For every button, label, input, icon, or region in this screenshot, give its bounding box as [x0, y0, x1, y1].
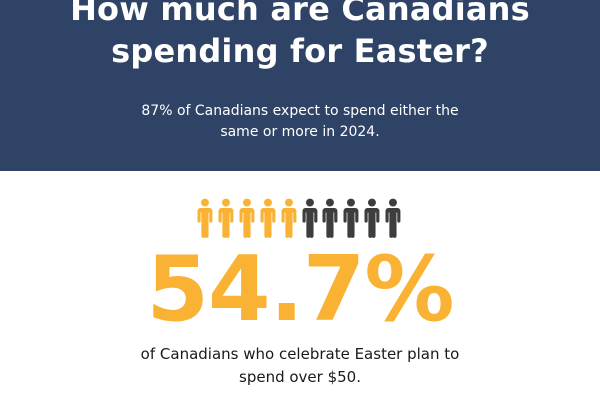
- person-icon: [218, 198, 234, 238]
- people-icon-row: [195, 198, 403, 238]
- person-icon: [343, 198, 359, 238]
- stat-caption: of Canadians who celebrate Easter plan t…: [140, 345, 460, 386]
- person-icon: [239, 198, 255, 238]
- page-title: How much are Canadians spending for East…: [70, 0, 530, 70]
- person-icon: [197, 198, 213, 238]
- page-subtitle: 87% of Canadians expect to spend either …: [141, 103, 459, 140]
- person-icon: [260, 198, 276, 238]
- person-icon: [281, 198, 297, 238]
- header-banner: How much are Canadians spending for East…: [0, 0, 600, 171]
- person-icon: [385, 198, 401, 238]
- person-icon: [302, 198, 317, 238]
- stat-percentage: 54.7%: [146, 237, 454, 342]
- person-icon: [322, 198, 338, 238]
- person-icon: [364, 198, 380, 238]
